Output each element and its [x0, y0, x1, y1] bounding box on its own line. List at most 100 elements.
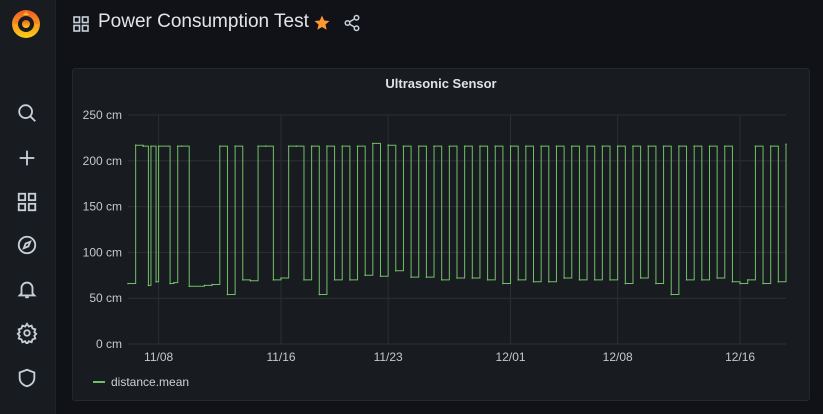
x-tick-label: 12/01: [496, 350, 526, 364]
data-point: [486, 279, 489, 281]
data-point: [601, 145, 604, 147]
star-icon[interactable]: [313, 14, 331, 32]
data-point: [540, 145, 542, 147]
data-point: [670, 293, 673, 296]
dashboard-grid-icon: [72, 15, 90, 33]
data-point: [349, 279, 351, 281]
data-point: [616, 145, 619, 147]
data-point: [310, 145, 313, 147]
x-tick-label: 12/08: [603, 350, 633, 364]
x-tick-label: 11/08: [144, 350, 173, 364]
data-point: [356, 145, 359, 147]
data-point: [188, 285, 191, 288]
admin-shield-icon[interactable]: [14, 365, 40, 391]
data-point: [387, 144, 389, 147]
data-point: [777, 280, 780, 283]
data-point: [379, 275, 382, 278]
configuration-gear-icon[interactable]: [14, 320, 40, 346]
data-point: [678, 145, 680, 147]
data-point: [234, 145, 236, 147]
data-point: [578, 279, 581, 281]
data-point: [211, 283, 213, 286]
data-point: [241, 279, 244, 281]
data-point: [716, 277, 718, 279]
data-point: [701, 279, 703, 281]
data-point: [739, 282, 741, 285]
legend-label: distance.mean: [111, 375, 190, 389]
data-point: [586, 145, 588, 147]
plus-icon[interactable]: [14, 145, 40, 171]
data-point: [425, 276, 428, 278]
data-point: [326, 145, 328, 147]
data-point: [632, 145, 634, 147]
y-tick-label: 200 cm: [83, 154, 122, 168]
data-point: [624, 282, 627, 285]
data-point: [471, 277, 474, 279]
data-point: [433, 145, 435, 147]
dashboards-icon[interactable]: [14, 189, 40, 215]
chart-panel: Ultrasonic Sensor 0 cm 50 cm 100 cm 150 cm 2…: [72, 68, 810, 401]
y-tick-label: 150 cm: [83, 200, 122, 214]
data-point: [372, 142, 374, 145]
x-tick-label: 11/16: [266, 350, 295, 364]
data-point: [570, 145, 573, 147]
data-point: [157, 145, 160, 147]
data-point: [785, 143, 787, 146]
data-point: [693, 145, 695, 147]
data-point: [555, 145, 558, 147]
data-point: [249, 279, 252, 282]
data-point: [655, 282, 657, 285]
y-tick-label: 0 cm: [96, 337, 122, 351]
alerting-bell-icon[interactable]: [14, 276, 40, 302]
search-icon[interactable]: [14, 100, 40, 126]
data-point: [295, 145, 298, 147]
data-point: [180, 145, 183, 147]
data-point: [318, 293, 321, 296]
data-point: [685, 279, 688, 281]
data-point: [127, 282, 129, 285]
panel-title[interactable]: Ultrasonic Sensor: [385, 76, 497, 91]
data-point: [134, 144, 137, 147]
explore-compass-icon[interactable]: [14, 232, 40, 258]
data-point: [708, 145, 711, 147]
data-point: [647, 145, 650, 147]
sidebar: [0, 0, 56, 414]
data-point: [287, 145, 290, 147]
data-point: [173, 281, 175, 284]
data-point: [532, 280, 535, 283]
data-point: [150, 145, 152, 147]
dashboard-title[interactable]: Power Consumption Test: [98, 11, 309, 32]
grafana-logo[interactable]: [9, 7, 43, 41]
data-point: [731, 280, 734, 283]
series-line-distance-mean: [128, 142, 787, 296]
data-point: [169, 282, 171, 285]
data-point: [410, 276, 412, 278]
data-point: [509, 145, 512, 147]
data-point: [769, 145, 772, 147]
share-icon[interactable]: [343, 14, 361, 32]
data-point: [264, 145, 267, 147]
data-point: [609, 279, 611, 281]
data-point: [402, 145, 405, 147]
data-point: [257, 145, 259, 147]
data-point: [280, 277, 282, 279]
data-point: [525, 145, 527, 147]
y-tick-label: 250 cm: [83, 108, 122, 122]
data-point: [417, 145, 420, 147]
data-point: [494, 145, 497, 147]
data-point: [219, 145, 221, 147]
data-point: [517, 279, 520, 281]
data-point: [456, 277, 458, 279]
data-point: [593, 279, 596, 281]
data-point: [333, 279, 336, 281]
data-point: [762, 282, 764, 285]
data-point: [639, 277, 642, 279]
data-point: [147, 284, 150, 287]
data-point: [364, 274, 366, 277]
data-point: [662, 145, 665, 147]
legend-item[interactable]: distance.mean: [93, 375, 189, 389]
data-point: [548, 280, 550, 283]
data-point: [155, 280, 157, 283]
data-point: [754, 145, 757, 147]
data-point: [176, 145, 179, 147]
